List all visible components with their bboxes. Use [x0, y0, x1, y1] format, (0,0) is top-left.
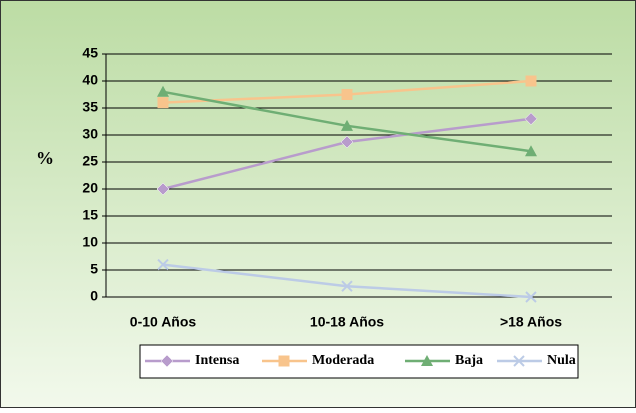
- legend-marker: [278, 355, 290, 367]
- point-marker: [157, 258, 169, 271]
- y-tick-label: 30: [82, 126, 98, 142]
- y-tick-label: 40: [82, 72, 98, 88]
- legend-label: Moderada: [312, 353, 374, 368]
- point-marker: [525, 75, 537, 87]
- y-tick-label: 15: [82, 207, 98, 223]
- x-tick-label: 0-10 Años: [130, 314, 197, 330]
- point-marker: [341, 280, 353, 292]
- point-marker: [525, 145, 537, 157]
- y-tick-label: 35: [82, 99, 98, 115]
- legend-label: Intensa: [195, 353, 239, 368]
- y-tick-label: 5: [90, 261, 98, 277]
- legend-marker: [513, 355, 525, 367]
- point-marker: [157, 97, 169, 109]
- point-marker: [341, 119, 353, 131]
- y-axis-label: %: [36, 148, 54, 168]
- point-marker: [156, 182, 170, 196]
- point-marker: [157, 85, 169, 97]
- y-tick-label: 10: [82, 234, 98, 250]
- y-tick-label: 45: [82, 45, 98, 61]
- x-tick-label: >18 Años: [500, 314, 562, 330]
- point-marker: [525, 291, 537, 303]
- legend-marker: [160, 354, 174, 368]
- legend-marker: [421, 355, 433, 366]
- x-tick-label: 10-18 Años: [310, 314, 384, 330]
- point-marker: [340, 135, 354, 149]
- y-tick-label: 0: [90, 288, 98, 304]
- point-marker: [524, 112, 538, 126]
- legend-label: Nula: [547, 353, 576, 368]
- point-marker: [341, 89, 353, 100]
- legend-label: Baja: [455, 353, 483, 368]
- y-tick-label: 20: [82, 180, 98, 196]
- y-tick-label: 25: [82, 153, 98, 169]
